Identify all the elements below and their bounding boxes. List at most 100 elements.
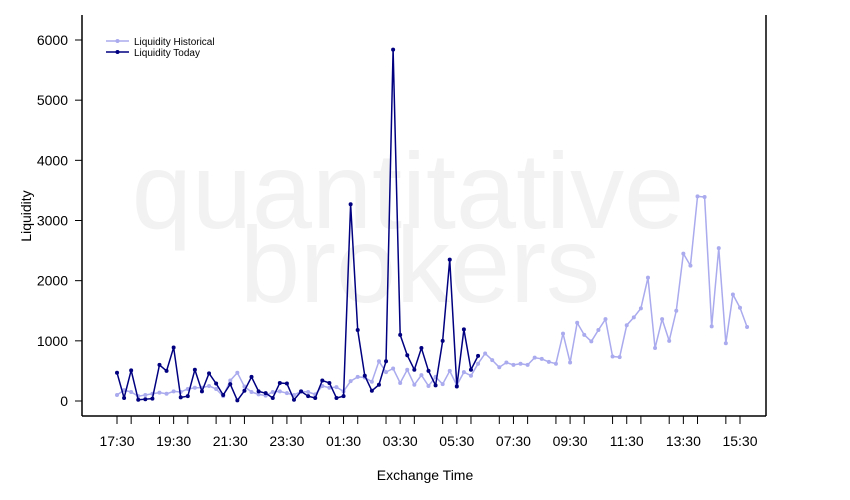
data-point-historical xyxy=(412,382,417,387)
data-point-historical xyxy=(667,338,672,343)
data-point-today xyxy=(348,202,353,207)
data-point-historical xyxy=(532,355,537,360)
data-point-historical xyxy=(631,315,636,320)
data-point-historical xyxy=(207,383,212,388)
data-point-historical xyxy=(171,389,176,394)
data-point-historical xyxy=(284,391,289,396)
data-point-today xyxy=(242,388,247,393)
data-point-historical xyxy=(561,331,566,336)
data-point-historical xyxy=(376,359,381,364)
data-point-historical xyxy=(391,366,396,371)
data-point-historical xyxy=(348,379,353,384)
data-point-today xyxy=(150,396,155,401)
data-point-today xyxy=(263,391,268,396)
watermark-line-2: brokers xyxy=(240,204,600,325)
y-tick-label: 5000 xyxy=(37,92,68,108)
data-point-today xyxy=(291,397,296,402)
data-point-today xyxy=(115,370,119,375)
data-point-today xyxy=(476,353,481,358)
data-point-today xyxy=(221,392,226,397)
data-point-historical xyxy=(681,251,686,256)
data-point-today xyxy=(398,332,403,337)
data-point-historical xyxy=(426,383,431,388)
data-point-historical xyxy=(674,308,679,313)
data-point-today xyxy=(192,367,197,372)
data-point-historical xyxy=(277,389,282,394)
data-point-historical xyxy=(192,385,197,390)
data-point-historical xyxy=(270,389,275,394)
x-tick-label: 11:30 xyxy=(610,433,644,449)
data-point-today xyxy=(405,353,410,358)
data-point-today xyxy=(157,362,162,367)
legend-today-marker xyxy=(115,50,120,54)
data-point-today xyxy=(277,380,282,385)
data-point-historical xyxy=(645,275,650,280)
x-tick-label: 23:30 xyxy=(269,433,304,449)
data-point-historical xyxy=(164,391,169,396)
x-tick-label: 05:30 xyxy=(439,433,474,449)
legend-historical-label: Liquidity Historical xyxy=(134,37,215,48)
legend-today-label: Liquidity Today xyxy=(134,48,200,59)
axes: 0 1000 2000 3000 4000 5000 6000 17:30 19:30 21:3… xyxy=(37,15,767,449)
data-point-today xyxy=(214,381,219,386)
data-point-today xyxy=(341,394,346,399)
data-point-historical xyxy=(582,332,587,337)
data-point-historical xyxy=(688,263,693,268)
data-point-today xyxy=(228,382,233,387)
data-point-historical xyxy=(653,346,658,351)
watermark-line-1: quantitative xyxy=(132,130,684,251)
data-point-historical xyxy=(384,370,389,375)
data-point-historical xyxy=(525,362,530,367)
data-point-historical xyxy=(461,370,466,375)
data-point-historical xyxy=(589,339,594,344)
data-point-today xyxy=(249,374,254,379)
data-point-historical xyxy=(214,386,219,391)
data-point-today xyxy=(199,389,204,394)
data-point-historical xyxy=(695,194,700,199)
data-point-historical xyxy=(709,324,714,329)
data-point-today xyxy=(426,368,431,373)
data-point-historical xyxy=(738,305,742,310)
data-point-today xyxy=(454,384,459,389)
data-point-today xyxy=(185,394,190,399)
y-tick-label: 6000 xyxy=(37,32,68,48)
data-point-historical xyxy=(157,390,162,395)
x-tick-label: 09:30 xyxy=(553,433,588,449)
data-point-today xyxy=(270,395,275,400)
data-point-today xyxy=(384,359,389,364)
data-point-historical xyxy=(249,389,254,394)
data-point-today xyxy=(178,395,183,400)
x-tick-label: 21:30 xyxy=(213,433,248,449)
data-point-today xyxy=(320,378,325,383)
data-point-today xyxy=(433,383,438,388)
data-point-today xyxy=(419,346,424,351)
data-point-historical xyxy=(660,317,665,322)
data-point-historical xyxy=(745,324,750,329)
data-point-historical xyxy=(730,292,735,297)
y-tick-label: 1000 xyxy=(37,333,68,349)
data-point-today xyxy=(299,389,304,394)
data-point-historical xyxy=(511,362,516,367)
x-tick-label: 13:30 xyxy=(666,433,701,449)
data-point-historical xyxy=(447,368,452,373)
y-tick-label: 0 xyxy=(60,393,68,409)
y-tick-label: 2000 xyxy=(37,273,68,289)
data-point-today xyxy=(412,367,417,372)
data-point-today xyxy=(143,397,148,402)
data-point-today xyxy=(440,338,445,343)
series-layer xyxy=(115,47,750,403)
series-today xyxy=(115,47,481,403)
data-point-historical xyxy=(235,370,240,375)
data-point-historical xyxy=(546,359,551,364)
data-point-today xyxy=(136,397,141,402)
y-ticks: 0 1000 2000 3000 4000 5000 6000 xyxy=(37,32,82,409)
data-point-today xyxy=(355,328,360,333)
data-point-historical xyxy=(553,361,558,366)
data-point-historical xyxy=(624,323,629,328)
data-point-historical xyxy=(419,373,424,378)
watermark: quantitative brokers xyxy=(132,130,684,325)
data-point-today xyxy=(256,389,261,394)
y-tick-label: 3000 xyxy=(37,213,68,229)
x-ticks: 17:30 19:30 21:30 23:30 01:30 03:30 05:30 07:30… xyxy=(99,416,758,449)
